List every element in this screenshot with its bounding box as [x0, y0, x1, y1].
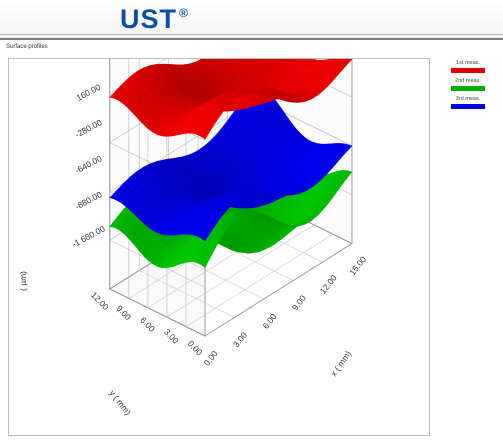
header-divider [0, 34, 503, 35]
x-tick-label: 9.00 [290, 293, 308, 312]
z-tick-label: -1 680.00 [70, 223, 107, 249]
legend-label: 1st meas. [456, 60, 480, 66]
legend-item: 2nd meas. [444, 78, 492, 96]
ust-logo: UST ® [120, 4, 189, 35]
registered-mark: ® [179, 6, 189, 20]
surface-patch [228, 59, 232, 62]
surface-layer [109, 59, 353, 269]
surface-patch [200, 227, 212, 242]
plot-frame: 0.00 3.00 6.00 9.00 12.00 15.00 0.00 3.00 6.00 9.… [8, 58, 430, 436]
z-tick-label: -280.00 [73, 117, 103, 139]
z-axis-label: ( µm) [18, 271, 28, 291]
surface-plot: 0.003.006.009.0012.0015.000.003.006.009.… [18, 59, 368, 417]
x-tick-label: 6.00 [260, 311, 278, 330]
x-tick-label: 15.00 [347, 254, 368, 277]
x-tick-label: 3.00 [231, 330, 249, 349]
x-tick-label: 0.00 [202, 348, 220, 367]
y-tick-label: 12.00 [89, 290, 111, 312]
surface-patch [200, 251, 212, 269]
y-axis-label: y ( mm) [107, 388, 133, 417]
surface-1st-meas- [109, 59, 353, 140]
panel-label: Surface profiles [6, 44, 48, 50]
grid-line [139, 270, 235, 318]
grid-line [185, 233, 334, 327]
grid-line [166, 224, 315, 318]
header-bar: UST ® [0, 0, 503, 40]
y-tick-label: 6.00 [138, 315, 157, 334]
legend-swatch [451, 86, 485, 91]
z-tick-label: -880.00 [73, 189, 103, 211]
logo-text: UST [120, 4, 177, 34]
x-axis-label: x ( mm) [328, 349, 353, 378]
surface-3rd-meas- [109, 83, 353, 242]
legend: 1st meas. 2nd meas. 3rd meas. [444, 60, 492, 114]
z-tick-label: 160.00 [75, 82, 103, 103]
legend-item: 1st meas. [444, 60, 492, 78]
x-tick-label: 12.00 [318, 273, 339, 296]
legend-label: 2nd meas. [455, 78, 481, 84]
surface-patch [265, 59, 269, 62]
legend-label: 3rd meas. [455, 96, 481, 102]
legend-swatch [451, 104, 485, 109]
surface-patch [216, 59, 222, 63]
y-tick-label: 9.00 [114, 303, 133, 322]
y-tick-label: 0.00 [186, 338, 205, 357]
y-tick-label: 3.00 [162, 327, 181, 346]
legend-swatch [451, 68, 485, 73]
z-tick-label: -640.00 [73, 153, 103, 175]
surface-patch [200, 125, 212, 140]
legend-item: 3rd meas. [444, 96, 492, 114]
